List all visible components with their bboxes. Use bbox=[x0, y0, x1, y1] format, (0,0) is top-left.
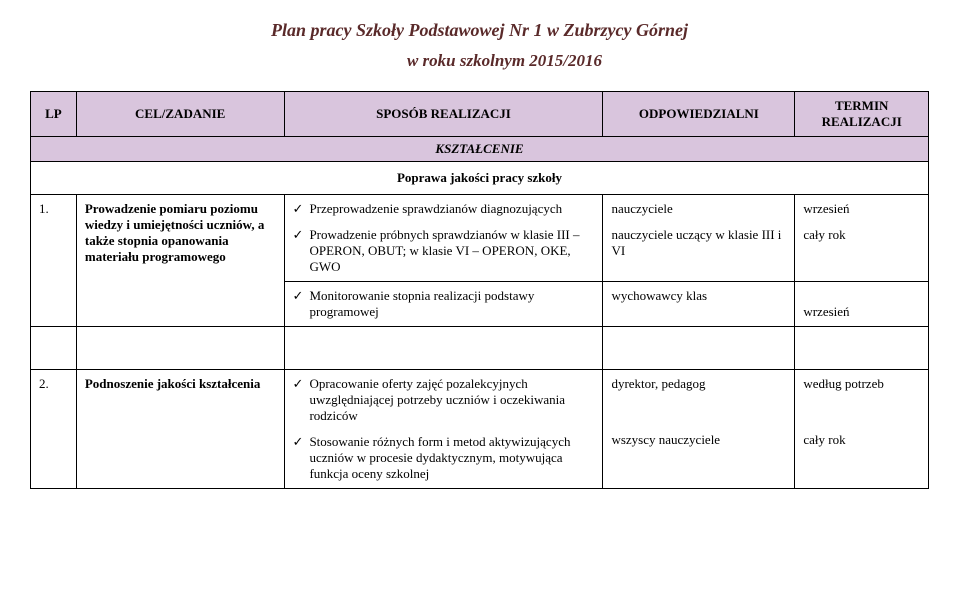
sposob-text: Monitorowanie stopnia realizacji podstaw… bbox=[309, 288, 594, 320]
check-icon: ✓ bbox=[293, 227, 304, 275]
termin-text: cały rok bbox=[803, 227, 845, 243]
row-sposob: ✓ Przeprowadzenie sprawdzianów diagnozuj… bbox=[284, 195, 603, 282]
termin-text: wrzesień bbox=[803, 304, 849, 319]
section-row: KSZTAŁCENIE bbox=[31, 137, 929, 162]
table-row: 2. Podnoszenie jakości kształcenia ✓ Opr… bbox=[31, 370, 929, 489]
odp-text: nauczyciele uczący w klasie III i VI bbox=[611, 227, 786, 259]
sposob-text: Opracowanie oferty zajęć pozalekcyjnych … bbox=[309, 376, 594, 424]
row-termin: wrzesień cały rok bbox=[795, 195, 929, 282]
section-sub-header: Poprawa jakości pracy szkoły bbox=[31, 162, 929, 195]
sposob-text: Prowadzenie próbnych sprawdzianów w klas… bbox=[309, 227, 594, 275]
spacer-row bbox=[31, 327, 929, 370]
odp-text: nauczyciele bbox=[611, 201, 672, 217]
sposob-text: Przeprowadzenie sprawdzianów diagnozując… bbox=[309, 201, 562, 217]
document-title: Plan pracy Szkoły Podstawowej Nr 1 w Zub… bbox=[30, 20, 929, 41]
check-icon: ✓ bbox=[293, 201, 304, 217]
header-termin: TERMIN REALIZACJI bbox=[795, 92, 929, 137]
sposob-text: Stosowanie różnych form i metod aktywizu… bbox=[309, 434, 594, 482]
row-termin: wrzesień bbox=[795, 282, 929, 327]
odp-text: dyrektor, pedagog bbox=[611, 376, 705, 392]
odp-text: wszyscy nauczyciele bbox=[611, 432, 720, 448]
row-number: 1. bbox=[31, 195, 77, 327]
section-sub-row: Poprawa jakości pracy szkoły bbox=[31, 162, 929, 195]
row-termin: według potrzeb cały rok bbox=[795, 370, 929, 489]
header-cel: CEL/ZADANIE bbox=[76, 92, 284, 137]
termin-text: według potrzeb bbox=[803, 376, 884, 392]
termin-text: cały rok bbox=[803, 432, 845, 448]
row-sposob: ✓ Monitorowanie stopnia realizacji podst… bbox=[284, 282, 603, 327]
row-odp: wychowawcy klas bbox=[603, 282, 795, 327]
header-sposob: SPOSÓB REALIZACJI bbox=[284, 92, 603, 137]
row-odp: nauczyciele nauczyciele uczący w klasie … bbox=[603, 195, 795, 282]
plan-table: LP CEL/ZADANIE SPOSÓB REALIZACJI ODPOWIE… bbox=[30, 91, 929, 489]
section-header: KSZTAŁCENIE bbox=[31, 137, 929, 162]
odp-text: wychowawcy klas bbox=[611, 288, 707, 304]
check-icon: ✓ bbox=[293, 376, 304, 424]
termin-text: wrzesień bbox=[803, 201, 849, 217]
header-odp: ODPOWIEDZIALNI bbox=[603, 92, 795, 137]
check-icon: ✓ bbox=[293, 288, 304, 320]
row-cel: Podnoszenie jakości kształcenia bbox=[76, 370, 284, 489]
row-number: 2. bbox=[31, 370, 77, 489]
check-icon: ✓ bbox=[293, 434, 304, 482]
row-odp: dyrektor, pedagog wszyscy nauczyciele bbox=[603, 370, 795, 489]
row-sposob: ✓ Opracowanie oferty zajęć pozalekcyjnyc… bbox=[284, 370, 603, 489]
document-subtitle: w roku szkolnym 2015/2016 bbox=[30, 51, 929, 71]
row-cel: Prowadzenie pomiaru poziomu wiedzy i umi… bbox=[76, 195, 284, 327]
table-row: 1. Prowadzenie pomiaru poziomu wiedzy i … bbox=[31, 195, 929, 282]
header-row: LP CEL/ZADANIE SPOSÓB REALIZACJI ODPOWIE… bbox=[31, 92, 929, 137]
header-lp: LP bbox=[31, 92, 77, 137]
